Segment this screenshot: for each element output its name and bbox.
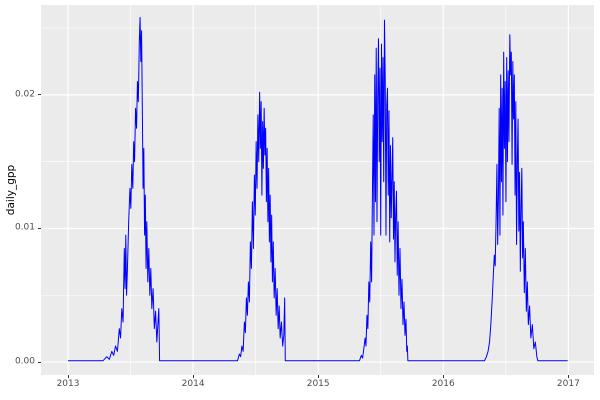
x-tick-mark <box>317 375 319 378</box>
gpp-line-chart <box>41 5 594 375</box>
plot-panel <box>41 5 594 375</box>
x-tick-mark <box>192 375 194 378</box>
y-tick-mark <box>37 227 41 229</box>
x-tick-mark <box>442 375 444 378</box>
y-tick-label: 0.02 <box>14 89 35 100</box>
y-tick-label: 0.00 <box>14 356 35 367</box>
x-tick-label: 2013 <box>56 379 80 389</box>
series-daily_gpp <box>68 16 568 362</box>
y-tick-mark <box>37 94 41 96</box>
x-tick-label: 2016 <box>431 379 455 389</box>
y-tick-mark <box>37 361 41 363</box>
x-tick-mark <box>567 375 569 378</box>
y-axis-title: daily_gpp <box>5 164 17 216</box>
y-tick-label: 0.01 <box>14 222 35 233</box>
x-tick-mark <box>67 375 69 378</box>
x-tick-label: 2017 <box>556 379 580 389</box>
x-tick-label: 2015 <box>306 379 330 389</box>
x-tick-label: 2014 <box>181 379 205 389</box>
